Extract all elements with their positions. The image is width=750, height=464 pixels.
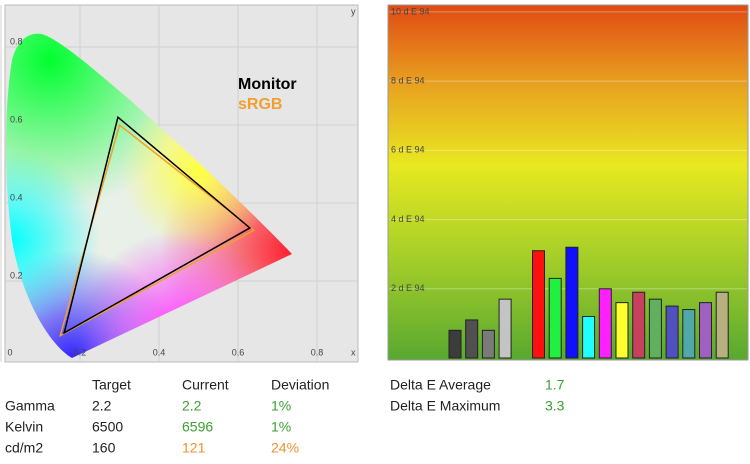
x-tick-label: 0.6 bbox=[232, 347, 245, 357]
bar bbox=[498, 298, 512, 359]
bar bbox=[481, 329, 495, 359]
y-tick-label: 2 d E 94 bbox=[391, 283, 425, 293]
legend-entry: sRGB bbox=[238, 96, 282, 113]
row-label: Gamma bbox=[5, 398, 55, 414]
table-cell: 121 bbox=[182, 440, 206, 456]
summary-value: 3.3 bbox=[545, 398, 565, 414]
y-tick-label: 0.2 bbox=[10, 270, 23, 280]
legend-entry: Monitor bbox=[238, 76, 297, 93]
y-tick-label: 0.8 bbox=[10, 36, 23, 46]
bar bbox=[465, 319, 479, 359]
table-header: Target bbox=[92, 377, 131, 393]
summary-value: 1.7 bbox=[545, 377, 565, 393]
table-cell: 6596 bbox=[182, 419, 213, 435]
chromaticity-chart: 0 0.2 0.4 0.6 0.8 0.2 0.4 0.6 0.8 x y sRGB Monitor bbox=[0, 4, 359, 363]
table-cell: 2.2 bbox=[182, 398, 202, 414]
bar bbox=[682, 309, 696, 359]
table-cell: 1% bbox=[271, 398, 291, 414]
y-axis-label: y bbox=[351, 6, 356, 16]
table-cell: 24% bbox=[271, 440, 299, 456]
y-tick-label: 0.4 bbox=[10, 192, 23, 202]
x-tick-label: 0.2 bbox=[74, 347, 87, 357]
y-tick-label: 4 d E 94 bbox=[391, 214, 425, 224]
table-header: Deviation bbox=[271, 377, 329, 393]
table-header: Current bbox=[182, 377, 229, 393]
bar bbox=[648, 298, 662, 359]
table-cell: 160 bbox=[92, 440, 116, 456]
summary-label: Delta E Maximum bbox=[390, 398, 500, 414]
table-cell: 1% bbox=[271, 419, 291, 435]
x-tick-label: 0.4 bbox=[153, 347, 166, 357]
delta-e-chart: 2 d E 94 4 d E 94 6 d E 94 8 d E 94 10 d E 9… bbox=[387, 4, 749, 361]
results-table: Target Current Deviation Gamma 2.2 2.2 1% Kelvi… bbox=[5, 377, 565, 456]
y-tick-label: 10 d E 94 bbox=[391, 6, 430, 16]
table-cell: 2.2 bbox=[92, 398, 112, 414]
bar bbox=[448, 329, 462, 359]
x-axis-label: x bbox=[351, 347, 356, 357]
bar bbox=[582, 315, 596, 359]
row-label: Kelvin bbox=[5, 419, 43, 435]
x-tick-label: 0.8 bbox=[311, 347, 324, 357]
x-tick-label: 0 bbox=[7, 347, 12, 357]
bar bbox=[598, 288, 612, 359]
bar bbox=[715, 291, 729, 359]
y-tick-label: 6 d E 94 bbox=[391, 145, 425, 155]
bar bbox=[532, 250, 545, 359]
y-tick-label: 0.6 bbox=[10, 114, 23, 124]
bar bbox=[565, 246, 579, 359]
table-cell: 6500 bbox=[92, 419, 123, 435]
bar bbox=[615, 302, 629, 359]
bar bbox=[665, 305, 679, 359]
summary-label: Delta E Average bbox=[390, 377, 491, 393]
bar bbox=[632, 291, 646, 359]
bar bbox=[548, 277, 562, 359]
bar bbox=[699, 302, 712, 359]
row-label: cd/m2 bbox=[5, 440, 43, 456]
y-tick-label: 8 d E 94 bbox=[391, 76, 425, 86]
gamut-triangle bbox=[63, 115, 252, 335]
